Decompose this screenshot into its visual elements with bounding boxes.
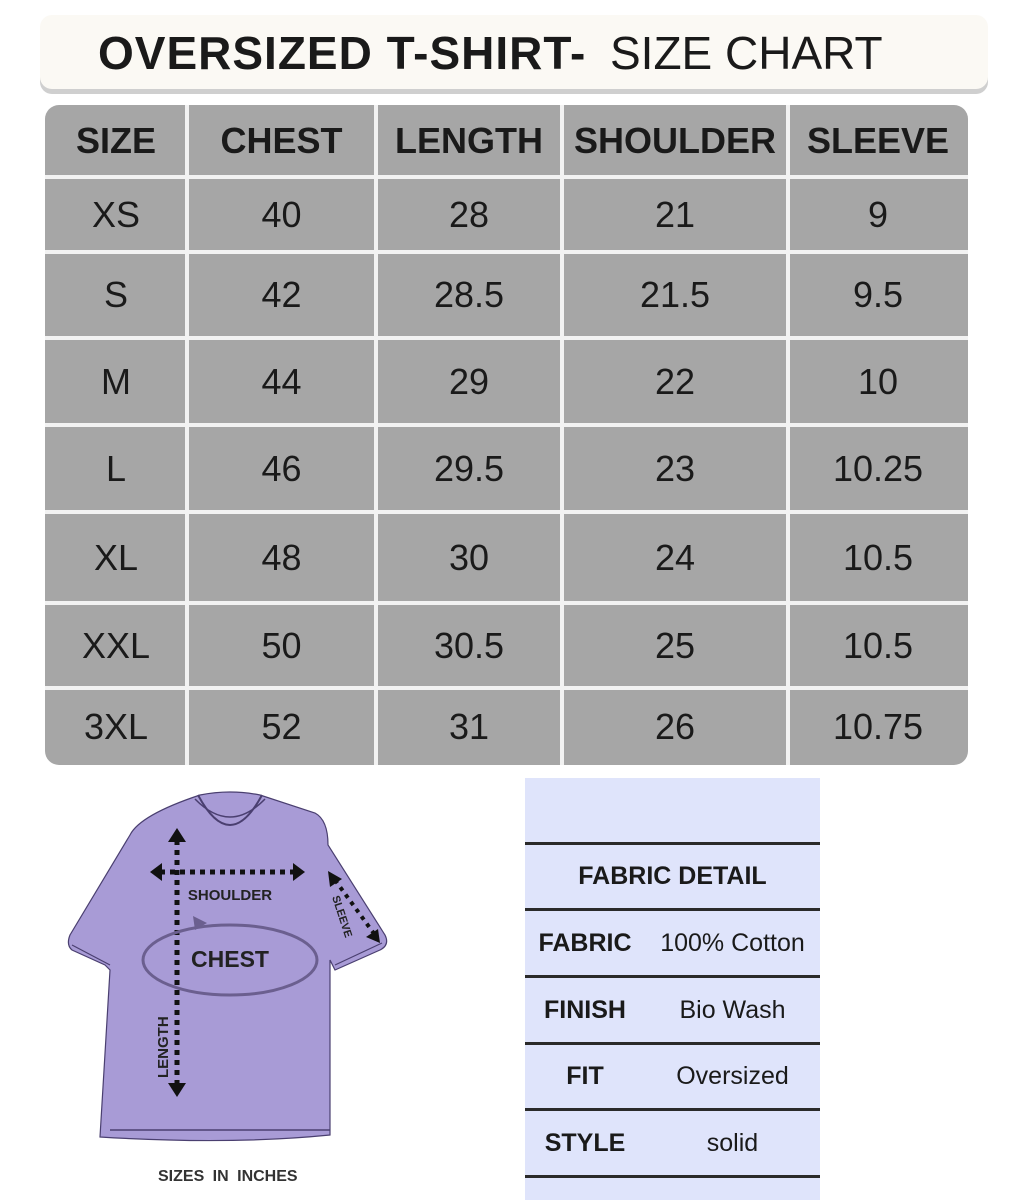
measurement-cell: 28.5 — [433, 274, 505, 315]
units-caption: SIZES IN INCHES — [158, 1168, 298, 1185]
measurement-cell: 31 — [448, 705, 490, 747]
measurement-cell: 40 — [261, 193, 302, 235]
size-cell: S — [103, 274, 128, 315]
fabric-label: FIT — [566, 1062, 604, 1090]
divider — [525, 908, 820, 911]
chest-label: CHEST — [191, 946, 269, 972]
fabric-value: solid — [706, 1128, 759, 1157]
fabric-label: STYLE — [544, 1128, 626, 1157]
measurement-cell: 9 — [867, 193, 889, 235]
size-cell: XS — [91, 193, 141, 235]
size-cell: M — [101, 360, 131, 402]
row-divider — [45, 423, 968, 427]
row-divider — [45, 686, 968, 690]
divider — [525, 1042, 820, 1045]
size-cell: L — [105, 447, 127, 489]
measurement-cell: 10.75 — [832, 705, 924, 747]
measurement-cell: 22 — [654, 360, 696, 402]
column-header: SHOULDER — [573, 120, 776, 161]
measurement-cell: 44 — [261, 360, 302, 402]
measurement-cell: 52 — [261, 705, 302, 747]
fabric-row: FINISH Bio Wash — [525, 978, 820, 1042]
title-product: OVERSIZED T-SHIRT- — [98, 27, 587, 79]
measurement-cell: 29 — [448, 360, 490, 402]
column-header: LENGTH — [395, 120, 543, 161]
fabric-row: FABRIC 100% Cotton — [525, 911, 820, 975]
measurement-cell: 26 — [654, 705, 696, 747]
fabric-label: FINISH — [544, 995, 626, 1024]
fabric-detail-title: FABRIC DETAIL — [578, 862, 767, 890]
title-banner — [40, 15, 988, 89]
measurement-cell: 10 — [857, 360, 899, 402]
divider — [525, 1175, 820, 1178]
divider — [525, 842, 820, 845]
fabric-value: 100% Cotton — [660, 928, 805, 957]
measurement-cell: 30.5 — [433, 624, 505, 666]
measurement-cell: 21.5 — [639, 274, 711, 315]
measurement-cell: 10.5 — [842, 624, 914, 666]
row-divider — [45, 250, 968, 254]
divider — [525, 975, 820, 978]
measurement-cell: 24 — [654, 536, 696, 578]
fabric-value: Oversized — [676, 1062, 789, 1090]
fabric-detail-panel: FABRIC DETAIL FABRIC 100% Cotton FINISH Bi… — [525, 778, 820, 1200]
measurement-cell: 9.5 — [852, 274, 904, 315]
column-header: CHEST — [220, 120, 343, 161]
size-cell: XL — [93, 536, 139, 578]
fabric-row: STYLE solid — [525, 1111, 820, 1175]
chest-loop — [141, 923, 319, 997]
row-divider — [45, 510, 968, 514]
divider — [525, 1108, 820, 1111]
length-label: LENGTH — [155, 1016, 172, 1078]
column-divider — [374, 105, 378, 765]
measurement-cell: 25 — [654, 624, 696, 666]
measurement-cell: 48 — [261, 536, 302, 578]
measurement-cell: 21 — [654, 193, 696, 235]
measurement-cell: 50 — [261, 624, 302, 666]
column-divider — [185, 105, 189, 765]
column-header: SLEEVE — [806, 120, 950, 161]
measurement-cell: 10.5 — [842, 536, 914, 578]
title-size-chart: SIZE CHART — [610, 27, 883, 79]
measurement-cell: 46 — [261, 447, 302, 489]
fabric-value: Bio Wash — [679, 995, 786, 1024]
measurement-cell: 23 — [654, 447, 696, 489]
row-divider — [45, 601, 968, 605]
tshirt-diagram: SHOULDER CHEST SLEEVE LENGTH — [67, 791, 388, 1142]
collar — [197, 794, 263, 826]
size-cell: XXL — [81, 624, 151, 666]
column-divider — [560, 105, 564, 765]
row-divider — [45, 336, 968, 340]
measurement-cell: 29.5 — [433, 447, 505, 489]
measurement-cell: 10.25 — [832, 447, 924, 489]
measurement-cell: 30 — [448, 536, 490, 578]
shoulder-label: SHOULDER — [188, 887, 272, 904]
size-cell: 3XL — [83, 705, 149, 747]
measurement-cell: 28 — [448, 193, 490, 235]
fabric-label: FABRIC — [538, 928, 632, 957]
tshirt-shape — [67, 791, 388, 1142]
sleeve-arrow — [333, 878, 377, 937]
fabric-row: FIT Oversized — [525, 1045, 820, 1108]
column-divider — [786, 105, 790, 765]
row-divider — [45, 175, 968, 179]
measurement-cell: 42 — [261, 274, 302, 315]
size-table: SIZE CHEST LENGTH SHOULDER SLEEVE XS 40 28 21 9 S 4… — [45, 105, 968, 765]
column-header: SIZE — [75, 120, 156, 161]
